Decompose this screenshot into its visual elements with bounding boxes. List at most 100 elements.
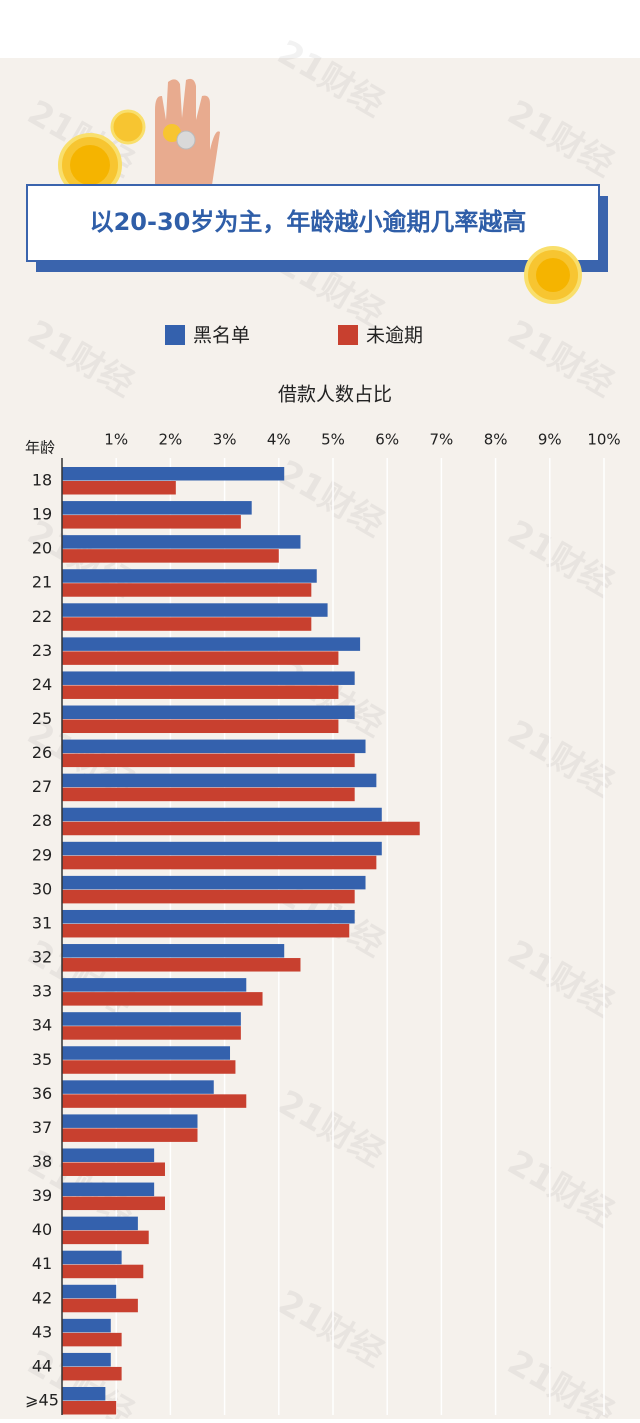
bar xyxy=(62,1230,149,1245)
y-tick-label: 35 xyxy=(32,1050,52,1069)
bar xyxy=(62,1094,247,1108)
bar xyxy=(62,1012,241,1026)
bar xyxy=(62,807,382,822)
bar xyxy=(62,1182,155,1197)
bar xyxy=(62,1162,165,1176)
bar xyxy=(62,821,420,836)
bar xyxy=(62,671,355,685)
y-tick-label: 40 xyxy=(32,1220,52,1239)
y-tick-label: 31 xyxy=(32,913,52,932)
legend-swatch xyxy=(165,325,185,345)
bar xyxy=(62,1366,122,1381)
banner-title: 以20-30岁为主，年龄越小逾期几率越高 xyxy=(90,208,527,236)
bar xyxy=(62,773,377,788)
bar xyxy=(62,467,285,481)
bar xyxy=(62,1060,236,1074)
bar xyxy=(62,719,339,734)
bar xyxy=(62,1114,198,1128)
y-tick-label: 36 xyxy=(32,1084,52,1103)
bar xyxy=(62,603,328,617)
y-tick-label: 28 xyxy=(32,811,52,830)
illustration: 以20-30岁为主，年龄越小逾期几率越高 xyxy=(26,78,608,304)
bar xyxy=(62,1196,165,1211)
y-tick-label: 18 xyxy=(32,471,52,490)
bar xyxy=(62,909,355,924)
y-tick-label: 39 xyxy=(32,1186,52,1205)
y-tick-label: 30 xyxy=(32,879,52,898)
y-tick-label: 19 xyxy=(32,505,52,524)
bar xyxy=(62,1046,231,1060)
x-tick-label: 8% xyxy=(484,431,508,449)
top-bar xyxy=(0,0,640,58)
y-tick-label: 43 xyxy=(32,1322,52,1341)
coin-inner xyxy=(536,258,570,292)
y-tick-label: 22 xyxy=(32,607,52,626)
y-tick-label: 38 xyxy=(32,1152,52,1171)
bar xyxy=(62,787,355,802)
bar xyxy=(62,651,339,665)
x-tick-label: 5% xyxy=(321,431,345,449)
y-tick-label: 42 xyxy=(32,1288,52,1307)
y-tick-label: 34 xyxy=(32,1016,52,1035)
x-tick-label: 3% xyxy=(213,431,237,449)
bar xyxy=(62,637,361,651)
coin xyxy=(110,109,146,145)
bar xyxy=(62,617,312,631)
bar xyxy=(62,705,355,720)
bar xyxy=(62,875,366,890)
y-tick-label: 20 xyxy=(32,539,52,558)
y-tick-label: 29 xyxy=(32,845,52,864)
bar xyxy=(62,739,366,754)
bar xyxy=(62,855,377,870)
y-tick-label: 23 xyxy=(32,641,52,660)
bar xyxy=(62,978,247,992)
bar xyxy=(62,583,312,597)
x-tick-label: 9% xyxy=(538,431,562,449)
bar xyxy=(62,685,339,699)
bar xyxy=(62,889,355,904)
x-tick-label: 4% xyxy=(267,431,291,449)
axis-title: 借款人数占比 xyxy=(278,384,392,406)
banner xyxy=(26,184,600,262)
bar xyxy=(62,944,285,958)
y-tick-label: 26 xyxy=(32,743,52,762)
bar xyxy=(62,841,382,856)
bar xyxy=(62,1216,138,1231)
bar xyxy=(62,549,279,563)
y-tick-label: 41 xyxy=(32,1254,52,1273)
x-tick-label: 2% xyxy=(159,431,183,449)
y-tick-label: 33 xyxy=(32,982,52,1001)
bar xyxy=(62,481,176,495)
coin xyxy=(176,130,196,150)
bar xyxy=(62,958,301,972)
x-tick-label: 7% xyxy=(430,431,454,449)
y-tick-label: 24 xyxy=(32,675,52,694)
y-tick-label: 44 xyxy=(32,1356,52,1375)
bar xyxy=(62,1387,106,1401)
legend-label: 黑名单 xyxy=(193,325,250,347)
bar xyxy=(62,1250,122,1265)
bar xyxy=(62,753,355,768)
x-tick-label: 6% xyxy=(375,431,399,449)
bar xyxy=(62,535,301,549)
coin-inner xyxy=(70,145,110,185)
bar xyxy=(62,1284,117,1299)
x-tick-label: 1% xyxy=(104,431,128,449)
bar xyxy=(62,1128,198,1142)
category-axis-title: 年龄 xyxy=(25,439,55,457)
y-tick-label: 32 xyxy=(32,948,52,967)
bar xyxy=(62,1026,241,1040)
bar xyxy=(62,1264,144,1279)
bar xyxy=(62,1298,138,1313)
y-tick-label: 37 xyxy=(32,1118,52,1137)
bar xyxy=(62,515,241,529)
bar xyxy=(62,992,263,1006)
legend-swatch xyxy=(338,325,358,345)
bar xyxy=(62,1080,214,1094)
bar xyxy=(62,1332,122,1347)
bar xyxy=(62,501,252,515)
x-tick-label: 10% xyxy=(587,431,620,449)
y-tick-label: 25 xyxy=(32,709,52,728)
bar xyxy=(62,923,350,938)
